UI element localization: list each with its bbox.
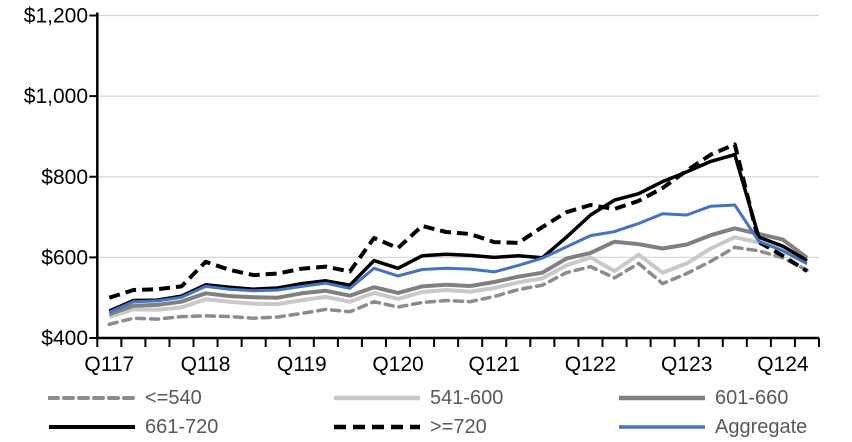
legend-label: >=720 bbox=[430, 415, 487, 438]
legend-swatch-solid-line-icon bbox=[619, 395, 705, 401]
x-axis-label: Q118 bbox=[181, 353, 231, 376]
legend-item--720[interactable]: >=720 bbox=[333, 414, 487, 440]
x-axis-label: Q117 bbox=[84, 353, 134, 376]
series-line-541-600[interactable] bbox=[108, 235, 808, 319]
legend-label: 601-660 bbox=[715, 386, 789, 409]
series-line-aggregate[interactable] bbox=[108, 203, 808, 314]
legend-label: 541-600 bbox=[430, 386, 504, 409]
y-axis-label: $600 bbox=[41, 246, 88, 269]
legend-label: <=540 bbox=[145, 386, 202, 409]
x-axis-label: Q122 bbox=[565, 353, 616, 376]
legend-swatch-solid-line-icon bbox=[49, 425, 135, 429]
x-axis-label: Q120 bbox=[372, 353, 423, 376]
y-axis-label: $1,000 bbox=[24, 85, 88, 108]
legend-item-601-660[interactable]: 601-660 bbox=[618, 385, 788, 411]
series-line-661-720[interactable] bbox=[108, 152, 808, 313]
x-axis-label: Q119 bbox=[277, 353, 327, 376]
x-axis-label: Q121 bbox=[469, 353, 520, 376]
series-line--540[interactable] bbox=[107, 245, 809, 327]
legend-label: 661-720 bbox=[145, 415, 219, 438]
y-axis-label: $400 bbox=[41, 327, 88, 350]
legend-item--540[interactable]: <=540 bbox=[48, 385, 202, 411]
legend-swatch-dashed-line-icon bbox=[48, 396, 136, 400]
legend-swatch-solid-line-icon bbox=[334, 395, 420, 401]
legend-item-661-720[interactable]: 661-720 bbox=[48, 414, 218, 440]
y-axis-label: $1,200 bbox=[24, 5, 88, 28]
legend-item-aggregate[interactable]: Aggregate bbox=[618, 414, 807, 440]
legend-swatch-dashed-line-icon bbox=[334, 424, 420, 430]
x-axis-label: Q124 bbox=[757, 353, 809, 376]
series-line-601-660[interactable] bbox=[108, 226, 809, 317]
series-line--720[interactable] bbox=[108, 142, 809, 300]
y-axis-label: $800 bbox=[41, 166, 88, 189]
legend-label: Aggregate bbox=[715, 415, 808, 438]
legend-swatch-solid-line-icon bbox=[619, 425, 705, 429]
x-axis-label: Q123 bbox=[661, 353, 712, 376]
legend-item-541-600[interactable]: 541-600 bbox=[333, 385, 503, 411]
